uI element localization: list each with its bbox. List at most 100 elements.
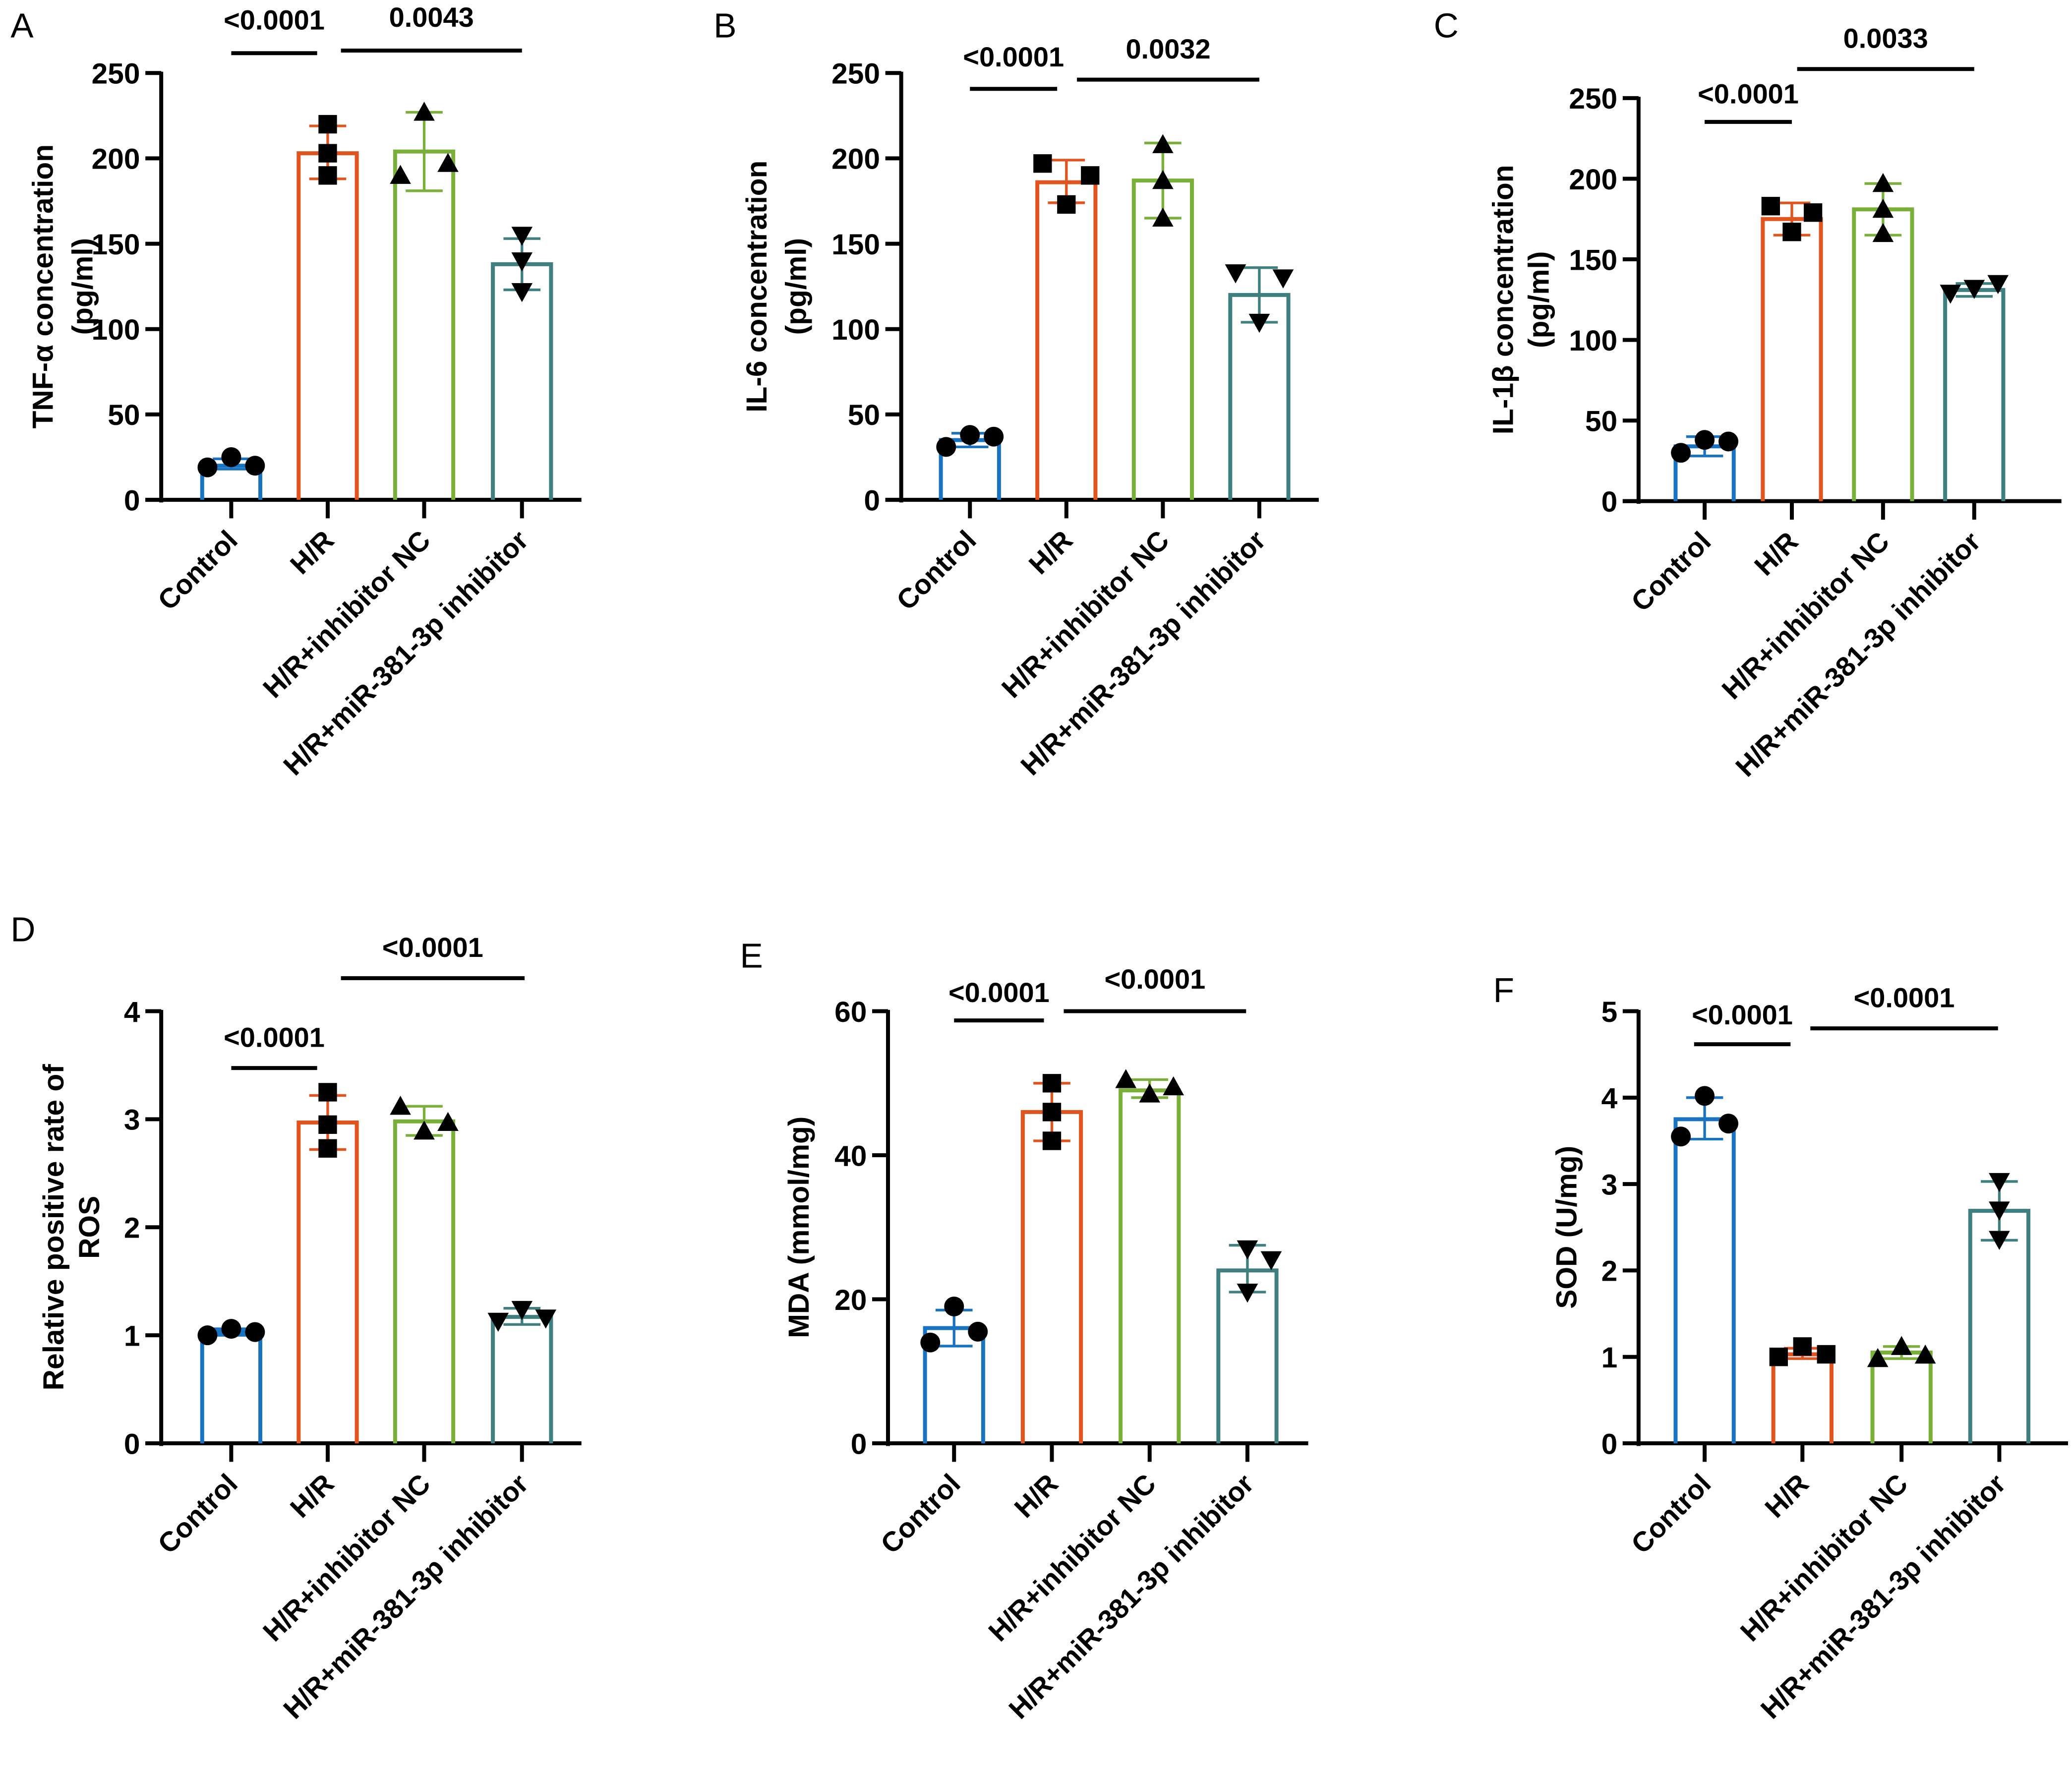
bar-1	[296, 1120, 359, 1444]
panel-a: A 0 50 100 150 200 250 TNF-α concentration (pg/m…	[10, 1, 582, 781]
x-tick-label: Control	[152, 1468, 243, 1559]
bar-2	[393, 149, 456, 500]
data-point-circle	[920, 1332, 941, 1353]
x-tick-label: H/R	[284, 1468, 340, 1524]
y-tick-label: 0	[124, 1428, 140, 1460]
data-point-triangle-up	[1872, 198, 1894, 218]
x-tick-label: H/R+inhibitor NC	[1734, 1468, 1914, 1647]
data-point-triangle-up	[437, 1112, 459, 1131]
p-value-label: <0.0001	[224, 1021, 325, 1053]
p-value-label: 0.0033	[1843, 23, 1928, 54]
y-tick-label: 5	[1601, 996, 1618, 1028]
panel-label: E	[740, 937, 763, 975]
y-tick-label: 200	[92, 143, 140, 176]
data-point-triangle-down	[511, 283, 533, 302]
data-point-circle	[245, 1322, 265, 1342]
y-tick-label: 20	[834, 1284, 867, 1316]
x-tick-label: Control	[152, 524, 243, 616]
data-point-circle	[936, 437, 956, 457]
y-tick-label: 100	[831, 314, 880, 346]
panel-e: E 0 20 40 60 MDA (mmol/mg) Control H/RH/R+inhib…	[740, 937, 1308, 1725]
data-point-square	[1042, 1131, 1062, 1150]
y-tick-label: 250	[1569, 83, 1617, 115]
y-tick-label: 200	[831, 143, 880, 176]
data-point-triangle-down	[1272, 269, 1294, 289]
y-axis-label: Relative positive rate of	[38, 1064, 70, 1391]
data-point-square	[318, 1083, 337, 1102]
y-axis-label: MDA (mmol/mg)	[783, 1117, 815, 1338]
p-value-label: 0.0032	[1125, 33, 1210, 64]
data-point-triangle-up	[1163, 1076, 1184, 1096]
y-axis-label: IL-6 concentration	[741, 161, 773, 413]
data-point-circle	[944, 1297, 964, 1317]
panel-label: B	[713, 6, 736, 45]
y-tick-label: 2	[124, 1212, 140, 1244]
bar-0	[200, 1330, 263, 1444]
data-point-triangle-down	[1989, 1231, 2010, 1250]
y-tick-label: 3	[124, 1104, 140, 1136]
y-tick-label: 150	[92, 229, 140, 261]
panel-c: C 0 50 100 150 200 250 IL-1β concentration (pg/m…	[1434, 6, 2062, 782]
data-point-triangle-up	[414, 102, 435, 121]
data-point-triangle-up	[390, 1095, 411, 1115]
data-point-circle	[221, 447, 241, 468]
y-tick-label: 0	[851, 1428, 867, 1460]
y-tick-label: 0	[1601, 1428, 1618, 1460]
x-tick-label: H/R+inhibitor NC	[1716, 526, 1895, 705]
p-value-label: <0.0001	[1692, 999, 1793, 1030]
data-point-circle	[1718, 1114, 1739, 1134]
bar-3	[491, 1315, 553, 1444]
y-tick-label: 60	[834, 996, 867, 1028]
data-point-square	[1803, 203, 1823, 222]
p-value-label: <0.0001	[1854, 982, 1955, 1013]
x-tick-label: H/R+inhibitor NC	[257, 524, 436, 704]
data-point-triangle-down	[511, 227, 533, 246]
data-point-square	[1761, 197, 1780, 216]
y-tick-label: 50	[108, 399, 140, 431]
x-tick-label: H/R	[1023, 524, 1079, 580]
y-axis-label: (pg/ml)	[67, 238, 99, 335]
data-point-triangle-up	[1867, 1348, 1889, 1367]
y-tick-label: 0	[864, 484, 880, 517]
data-point-circle	[197, 1325, 218, 1346]
data-point-circle	[968, 1321, 988, 1342]
data-point-triangle-up	[1139, 1083, 1161, 1103]
data-point-triangle-down	[1989, 1201, 2010, 1221]
data-point-triangle-down	[511, 252, 533, 272]
panel-f: F 0 1 2 3 4 5 SOD (U/mg) Control H/RH/R+inhibitor…	[1493, 971, 2069, 1725]
data-point-triangle-up	[1152, 134, 1174, 153]
bar-2	[1131, 178, 1194, 500]
y-tick-label: 150	[1569, 244, 1617, 276]
data-point-square	[1793, 1337, 1812, 1356]
data-point-circle	[197, 457, 218, 477]
y-axis-label: ROS	[73, 1196, 106, 1259]
data-point-triangle-up	[1152, 207, 1174, 227]
x-tick-label: Control	[1625, 1468, 1717, 1559]
data-point-square	[318, 1115, 337, 1134]
data-point-triangle-down	[1237, 1240, 1258, 1260]
data-point-circle	[984, 426, 1004, 447]
data-point-triangle-down	[487, 1312, 509, 1332]
data-point-triangle-down	[1225, 264, 1246, 284]
data-point-square	[318, 166, 337, 185]
data-point-triangle-down	[1987, 275, 2009, 295]
data-point-square	[318, 1139, 337, 1158]
data-point-square	[1042, 1103, 1062, 1122]
panel-label: F	[1493, 971, 1514, 1009]
y-tick-label: 100	[92, 314, 140, 346]
data-point-circle	[1695, 1086, 1715, 1106]
data-point-triangle-up	[390, 165, 411, 184]
bar-2	[1852, 207, 1914, 501]
data-point-triangle-up	[1115, 1069, 1137, 1088]
data-point-triangle-up	[1872, 173, 1894, 192]
y-tick-label: 3	[1601, 1169, 1618, 1201]
data-point-square	[1817, 1345, 1835, 1364]
panel-label: A	[10, 6, 34, 45]
bar-1	[1761, 217, 1823, 501]
panel-label: C	[1434, 6, 1459, 45]
bar-2	[1119, 1088, 1181, 1444]
y-axis-label: SOD (U/mg)	[1551, 1146, 1583, 1309]
y-tick-label: 250	[92, 58, 140, 90]
bar-2	[393, 1119, 456, 1444]
x-tick-label: Control	[1625, 526, 1717, 617]
